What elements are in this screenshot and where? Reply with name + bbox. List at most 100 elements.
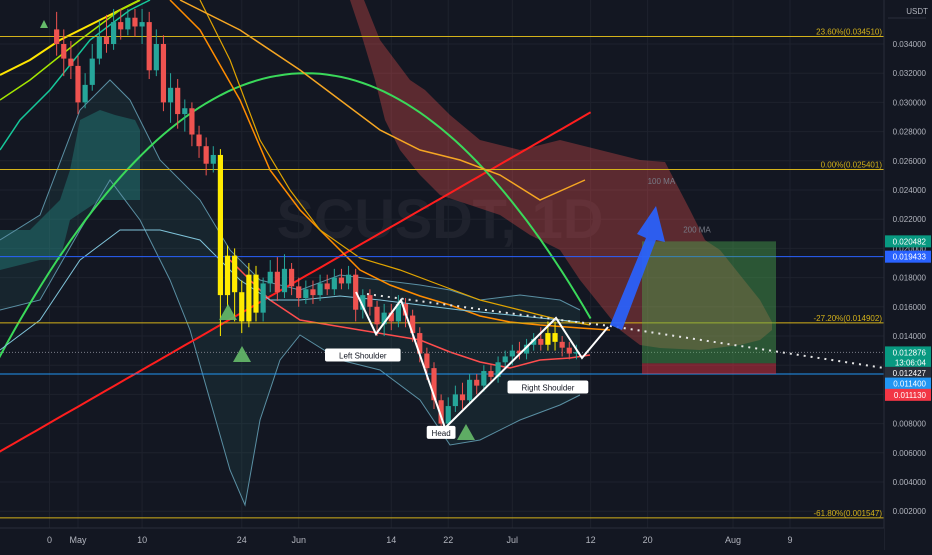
price-badges: 0.020482 0.019433 0.012876 13:06:040.012427… bbox=[885, 235, 931, 401]
y-tick-label: 0.026000 bbox=[893, 157, 927, 166]
candle-body bbox=[189, 108, 195, 135]
candle-body bbox=[89, 58, 95, 85]
candlesticks bbox=[40, 8, 579, 440]
candle-body bbox=[381, 312, 387, 325]
ma-gold bbox=[199, 0, 591, 326]
x-tick-label: 12 bbox=[586, 535, 596, 545]
candle-body bbox=[467, 379, 473, 401]
candle-body bbox=[459, 394, 466, 401]
candle-body bbox=[160, 44, 167, 103]
y-tick-label: 0.002000 bbox=[893, 507, 927, 516]
candle-body bbox=[410, 315, 416, 334]
candle-body bbox=[260, 283, 266, 313]
x-tick-label: Jul bbox=[507, 535, 519, 545]
candle-body bbox=[132, 17, 138, 27]
pattern-labels: Left Shoulder Head Right Shoulder bbox=[325, 348, 589, 439]
bullish-cloud-left bbox=[0, 110, 140, 270]
candle-body bbox=[196, 134, 202, 147]
price-badge-label-2: 0.012876 bbox=[893, 348, 927, 357]
candle-body bbox=[559, 341, 565, 348]
x-tick-label: Jun bbox=[291, 535, 306, 545]
candle-body bbox=[474, 379, 480, 386]
candle-body bbox=[139, 22, 145, 27]
x-tick-label: 9 bbox=[787, 535, 792, 545]
candle-body bbox=[324, 283, 330, 290]
x-tick-label: 0 bbox=[47, 535, 52, 545]
candle-body bbox=[111, 22, 117, 44]
y-tick-label: 0.034000 bbox=[893, 40, 927, 49]
candle-body bbox=[388, 312, 394, 322]
candle-body bbox=[146, 22, 152, 71]
ma-orange bbox=[169, 0, 611, 331]
y-tick-label: 0.014000 bbox=[893, 332, 927, 341]
candle-body bbox=[552, 333, 558, 342]
candle-body bbox=[531, 338, 537, 345]
candle-body bbox=[75, 65, 81, 103]
candle-body bbox=[545, 333, 551, 345]
candle-body bbox=[153, 44, 159, 71]
candle-body bbox=[289, 268, 295, 287]
y-tick-label: 0.030000 bbox=[893, 98, 927, 107]
candle-body bbox=[61, 44, 67, 59]
currency-label: USDT bbox=[906, 7, 928, 16]
buy-signal-small bbox=[40, 20, 48, 28]
y-tick-label: 0.018000 bbox=[893, 274, 927, 283]
candle-body bbox=[296, 286, 302, 299]
candle-body bbox=[481, 371, 487, 386]
candle-body bbox=[488, 371, 494, 377]
price-badge-label-3: 13:06:04 bbox=[895, 359, 927, 368]
y-tick-label: 0.020000 bbox=[893, 244, 927, 253]
x-tick-label: 22 bbox=[443, 535, 453, 545]
candle-body bbox=[495, 362, 501, 377]
candle-body bbox=[445, 406, 451, 424]
y-tick-label: 0.028000 bbox=[893, 128, 927, 137]
x-tick-label: 10 bbox=[137, 535, 147, 545]
candle-body bbox=[103, 36, 110, 44]
candle-body bbox=[203, 146, 209, 164]
fib-label-1: 0.00%(0.025401) bbox=[821, 161, 883, 170]
ma-label-0: 100 MA bbox=[648, 177, 676, 186]
y-tick-label: 0.006000 bbox=[893, 449, 927, 458]
candle-body bbox=[167, 87, 174, 103]
y-tick-label: 0.022000 bbox=[893, 215, 927, 224]
candle-body bbox=[438, 400, 444, 424]
time-axis-bg bbox=[0, 528, 884, 550]
ma-green-long bbox=[0, 72, 592, 359]
price-badge-label-4: 0.012427 bbox=[893, 369, 927, 378]
band-upper bbox=[0, 79, 581, 311]
y-tick-label: 0.032000 bbox=[893, 69, 927, 78]
candle-body bbox=[395, 303, 401, 322]
price-axis-bg bbox=[884, 0, 932, 550]
candle-body bbox=[96, 36, 102, 59]
breakout-arrow bbox=[610, 206, 665, 330]
candle-body bbox=[246, 274, 252, 322]
candle-body bbox=[281, 268, 288, 293]
profit-zone bbox=[642, 241, 776, 364]
candle-body bbox=[217, 154, 223, 296]
buy-signal-1 bbox=[233, 346, 251, 362]
candle-body bbox=[417, 333, 423, 354]
ma-label-1: 200 MA bbox=[683, 225, 711, 234]
candle-body bbox=[367, 295, 373, 307]
y-tick-label: 0.016000 bbox=[893, 303, 927, 312]
candle-body bbox=[274, 271, 280, 293]
candle-body bbox=[267, 271, 273, 284]
candle-body bbox=[303, 289, 309, 299]
candle-body bbox=[452, 394, 458, 407]
y-tick-label: 0.024000 bbox=[893, 186, 927, 195]
buy-signal-2 bbox=[457, 424, 475, 440]
band-lower bbox=[0, 179, 581, 507]
pattern-label-2: Right Shoulder bbox=[521, 384, 574, 393]
candle-body bbox=[374, 306, 380, 325]
candle-body bbox=[360, 295, 366, 310]
candle-body bbox=[566, 347, 572, 354]
fib-label-0: 23.60%(0.034510) bbox=[816, 28, 882, 37]
candle-body bbox=[54, 29, 60, 44]
x-tick-label: 24 bbox=[237, 535, 247, 545]
time-axis[interactable]: 0 May 10 24 Jun 14 22 Jul 12 20 Aug 9 bbox=[0, 527, 884, 550]
candle-body bbox=[509, 350, 515, 357]
price-axis[interactable]: USDT 0.034000 0.032000 0.030000 0.028000 0.02… bbox=[883, 0, 932, 550]
ichimoku-cloud bbox=[0, 0, 772, 350]
